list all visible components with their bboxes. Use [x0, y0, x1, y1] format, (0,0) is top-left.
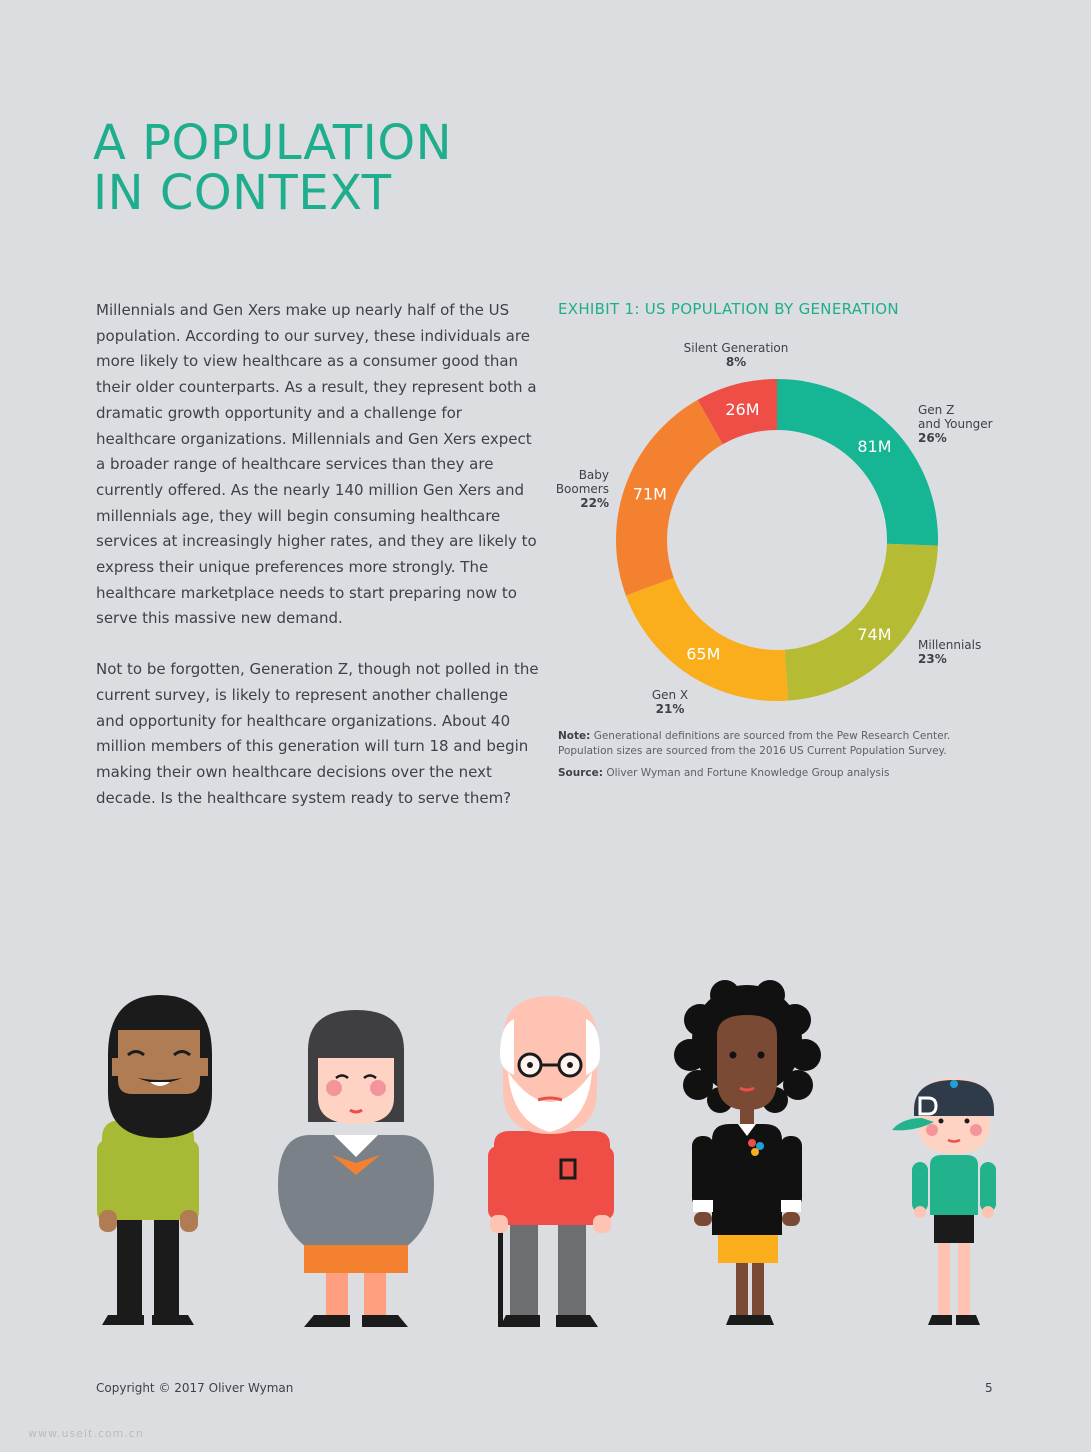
segment-category-label: Baby Boomers 22% — [556, 468, 609, 510]
watermark: www.useit.com.cn — [28, 1427, 144, 1440]
segment-category-line: Boomers — [556, 482, 609, 496]
segment-percent-label: 21% — [656, 702, 685, 716]
segment-percent-label: 8% — [726, 355, 746, 369]
page-title-line-1: A POPULATION — [93, 115, 453, 171]
segment-category-line: Gen X — [652, 688, 688, 702]
page-title-line-2: IN CONTEXT — [93, 165, 392, 221]
segment-category-label: Silent Generation 8% — [684, 341, 789, 369]
segment-category-label: Millennials 23% — [918, 638, 981, 666]
segment-value-label: 74M — [857, 625, 891, 644]
page-number: 5 — [985, 1381, 993, 1395]
chart-title: EXHIBIT 1: US POPULATION BY GENERATION — [558, 300, 899, 318]
chart-notes: Note: Generational definitions are sourc… — [558, 729, 978, 789]
segment-category-line: and Younger — [918, 417, 993, 431]
segment-value-label: 26M — [725, 400, 759, 419]
note-text: Generational definitions are sourced fro… — [558, 730, 951, 757]
source-line: Source: Oliver Wyman and Fortune Knowled… — [558, 766, 978, 781]
segment-category-line: Gen Z — [918, 403, 954, 417]
segment-category-line: Baby — [579, 468, 609, 482]
segment-percent-label: 26% — [918, 431, 947, 445]
page-title: A POPULATION IN CONTEXT — [93, 118, 452, 218]
donut-segment — [625, 577, 789, 701]
source-label: Source: — [558, 767, 603, 779]
donut-segment — [784, 543, 938, 701]
body-text: Millennials and Gen Xers make up nearly … — [96, 298, 541, 836]
segment-value-label: 65M — [686, 645, 720, 664]
people-illustration — [97, 980, 996, 1327]
elderly-man-cane-icon — [488, 996, 614, 1327]
woman-curly-hair-icon — [674, 980, 821, 1325]
note-label: Note: — [558, 730, 591, 742]
body-paragraph-1: Millennials and Gen Xers make up nearly … — [96, 301, 537, 628]
donut-segment — [697, 379, 777, 445]
donut-segment — [616, 399, 723, 596]
bearded-man-icon — [97, 995, 212, 1325]
note-line: Note: Generational definitions are sourc… — [558, 729, 978, 758]
boy-cap-icon — [892, 1078, 996, 1325]
source-text: Oliver Wyman and Fortune Knowledge Group… — [606, 767, 890, 779]
body-paragraph-2: Not to be forgotten, Generation Z, thoug… — [96, 660, 539, 807]
woman-bob-hair-icon — [278, 1010, 434, 1327]
segment-category-line: Silent Generation — [684, 341, 789, 355]
copyright: Copyright © 2017 Oliver Wyman — [96, 1381, 294, 1395]
segment-value-label: 81M — [857, 437, 891, 456]
segment-percent-label: 22% — [580, 496, 609, 510]
segment-category-label: Gen X 21% — [652, 688, 688, 716]
segment-percent-label: 23% — [918, 652, 947, 666]
segment-value-label: 71M — [633, 484, 667, 503]
donut-segment — [777, 379, 938, 546]
segment-category-line: Millennials — [918, 638, 981, 652]
